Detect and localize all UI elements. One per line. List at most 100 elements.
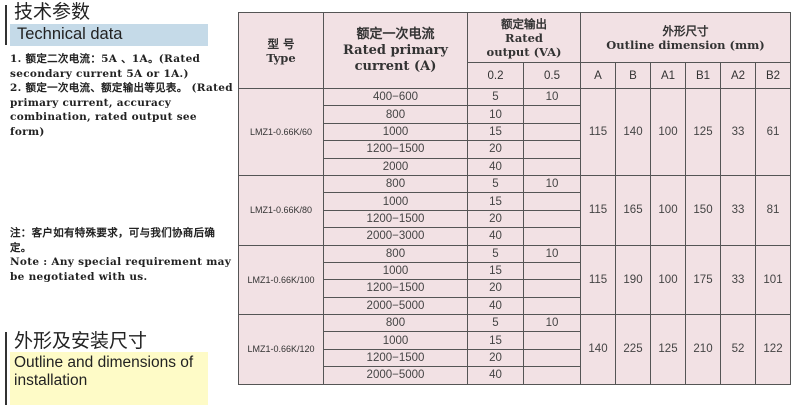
current-cell: 800 bbox=[323, 174, 468, 194]
special-note-en: Note : Any special requirement may be ne… bbox=[10, 256, 232, 283]
type-cell: LMZ1-0.66K/100 bbox=[238, 244, 324, 316]
current-cell: 800 bbox=[323, 244, 468, 263]
output-0.5-cell bbox=[523, 331, 581, 350]
output-0.2-cell: 15 bbox=[467, 261, 524, 281]
current-cell: 1000 bbox=[323, 192, 468, 211]
current-cell: 800 bbox=[323, 314, 468, 333]
current-cell: 1200−1500 bbox=[323, 140, 468, 159]
technical-title-en: Technical data bbox=[17, 25, 123, 43]
technical-title-box: Technical data bbox=[10, 24, 208, 46]
output-0.5-cell bbox=[523, 209, 581, 229]
output-0.5-cell: 10 bbox=[523, 244, 581, 263]
dimension-cell: 190 bbox=[615, 244, 651, 316]
header-output: 额定输出 Rated output (VA) bbox=[467, 12, 581, 63]
output-0.2-cell: 10 bbox=[467, 105, 524, 124]
output-0.2-cell: 5 bbox=[467, 87, 524, 107]
header-dimension: 外形尺寸 Outline dimension (mm) bbox=[580, 12, 791, 63]
output-0.5-cell bbox=[523, 140, 581, 159]
output-0.2-cell: 40 bbox=[467, 366, 524, 385]
header-dim-A1: A1 bbox=[650, 62, 686, 89]
dimension-cell: 33 bbox=[720, 244, 756, 316]
current-cell: 2000−5000 bbox=[323, 296, 468, 316]
table-row: 1000 15 bbox=[239, 192, 791, 211]
outline-title-cn: 外形及安装尺寸 bbox=[14, 331, 148, 352]
dimension-cell: 122 bbox=[755, 314, 791, 385]
output-0.5-cell: 10 bbox=[523, 87, 581, 107]
current-cell: 800 bbox=[323, 105, 468, 124]
section-bar bbox=[5, 332, 7, 405]
dimension-cell: 150 bbox=[685, 174, 721, 246]
dimension-cell: 100 bbox=[650, 244, 686, 316]
dimension-cell: 115 bbox=[580, 174, 616, 246]
note-1: 1. 额定二次电流：5A 、1A。(Rated secondary curren… bbox=[10, 53, 201, 80]
dimension-cell: 101 bbox=[755, 244, 791, 316]
output-0.2-cell: 40 bbox=[467, 296, 524, 316]
table-row: 1200−1500 20 bbox=[239, 279, 791, 298]
type-cell: LMZ1-0.66K/60 bbox=[238, 88, 324, 176]
table-row: LMZ1-0.66K/80 800 5 10 115 165 100 150 33 81 bbox=[238, 174, 791, 246]
dimension-cell: 115 bbox=[580, 244, 616, 316]
output-0.5-cell bbox=[523, 279, 581, 298]
current-cell: 1200−1500 bbox=[323, 279, 468, 298]
table-row: LMZ1-0.66K/120 800 5 10 140 225 125 210 52 122 bbox=[238, 314, 791, 385]
current-cell: 2000−5000 bbox=[323, 366, 468, 385]
current-cell: 2000 bbox=[323, 157, 468, 176]
output-0.2-cell: 5 bbox=[467, 314, 524, 333]
output-0.2-cell: 5 bbox=[467, 174, 524, 194]
output-0.2-cell: 20 bbox=[467, 279, 524, 298]
header-dim-A: A bbox=[580, 62, 616, 89]
dimension-cell: 175 bbox=[685, 244, 721, 316]
dimension-cell: 165 bbox=[615, 174, 651, 246]
output-0.2-cell: 40 bbox=[467, 227, 524, 246]
type-cell: LMZ1-0.66K/80 bbox=[238, 174, 324, 246]
output-0.2-cell: 5 bbox=[467, 244, 524, 263]
outline-title-en: Outline and dimensions of installation bbox=[14, 354, 194, 389]
special-note: 注：客户如有特殊要求，可与我们协商后确定。 Note : Any special… bbox=[10, 226, 235, 284]
dimension-cell: 61 bbox=[755, 88, 791, 176]
current-cell: 1200−1500 bbox=[323, 209, 468, 229]
current-cell: 1000 bbox=[323, 122, 468, 142]
output-0.5-cell bbox=[523, 192, 581, 211]
current-cell: 1000 bbox=[323, 331, 468, 350]
outline-title-box: Outline and dimensions of installation bbox=[10, 352, 208, 405]
dimension-cell: 33 bbox=[720, 88, 756, 176]
output-0.2-cell: 15 bbox=[467, 331, 524, 350]
current-cell: 2000−3000 bbox=[323, 227, 468, 246]
output-0.5-cell bbox=[523, 122, 581, 142]
dimension-cell: 81 bbox=[755, 174, 791, 246]
dimension-cell: 140 bbox=[615, 88, 651, 176]
output-0.5-cell bbox=[523, 348, 581, 368]
table-row: 1200−1500 20 bbox=[239, 209, 791, 229]
special-note-cn: 注：客户如有特殊要求，可与我们协商后确定。 bbox=[10, 227, 216, 254]
output-0.5-cell: 10 bbox=[523, 314, 581, 333]
dimension-cell: 52 bbox=[720, 314, 756, 385]
dimension-cell: 115 bbox=[580, 88, 616, 176]
table-row: LMZ1-0.66K/100 800 5 10 115 190 100 175 33 101 bbox=[238, 244, 791, 316]
dimension-cell: 100 bbox=[650, 174, 686, 246]
header-dim-A2: A2 bbox=[720, 62, 756, 89]
header-type: 型 号 Type bbox=[238, 12, 324, 89]
output-0.2-cell: 20 bbox=[467, 209, 524, 229]
table-row: 2000−5000 40 bbox=[239, 366, 791, 385]
output-0.5-cell bbox=[523, 296, 581, 316]
type-cell: LMZ1-0.66K/120 bbox=[238, 314, 324, 385]
current-cell: 1000 bbox=[323, 261, 468, 281]
current-cell: 1200−1500 bbox=[323, 348, 468, 368]
header-dim-B2: B2 bbox=[755, 62, 791, 89]
output-0.2-cell: 15 bbox=[467, 192, 524, 211]
table-row: 1000 15 bbox=[239, 122, 791, 142]
note-2: 2. 额定一次电流、额定输出等见表。 (Rated primary curren… bbox=[10, 82, 233, 138]
output-0.5-cell bbox=[523, 261, 581, 281]
output-0.5-cell bbox=[523, 366, 581, 385]
header-current: 额定一次电流 Rated primary current (A) bbox=[323, 12, 468, 89]
section-bar bbox=[5, 5, 7, 45]
spec-table: 型 号 Type 额定一次电流 Rated primary current (A) … bbox=[238, 12, 791, 385]
dimension-cell: 125 bbox=[685, 88, 721, 176]
dimension-cell: 140 bbox=[580, 314, 616, 385]
output-0.2-cell: 20 bbox=[467, 348, 524, 368]
dimension-cell: 33 bbox=[720, 174, 756, 246]
table-row: 1000 15 bbox=[239, 331, 791, 350]
output-0.5-cell bbox=[523, 227, 581, 246]
header-output-0.2: 0.2 bbox=[467, 62, 524, 89]
header-dim-B: B bbox=[615, 62, 651, 89]
